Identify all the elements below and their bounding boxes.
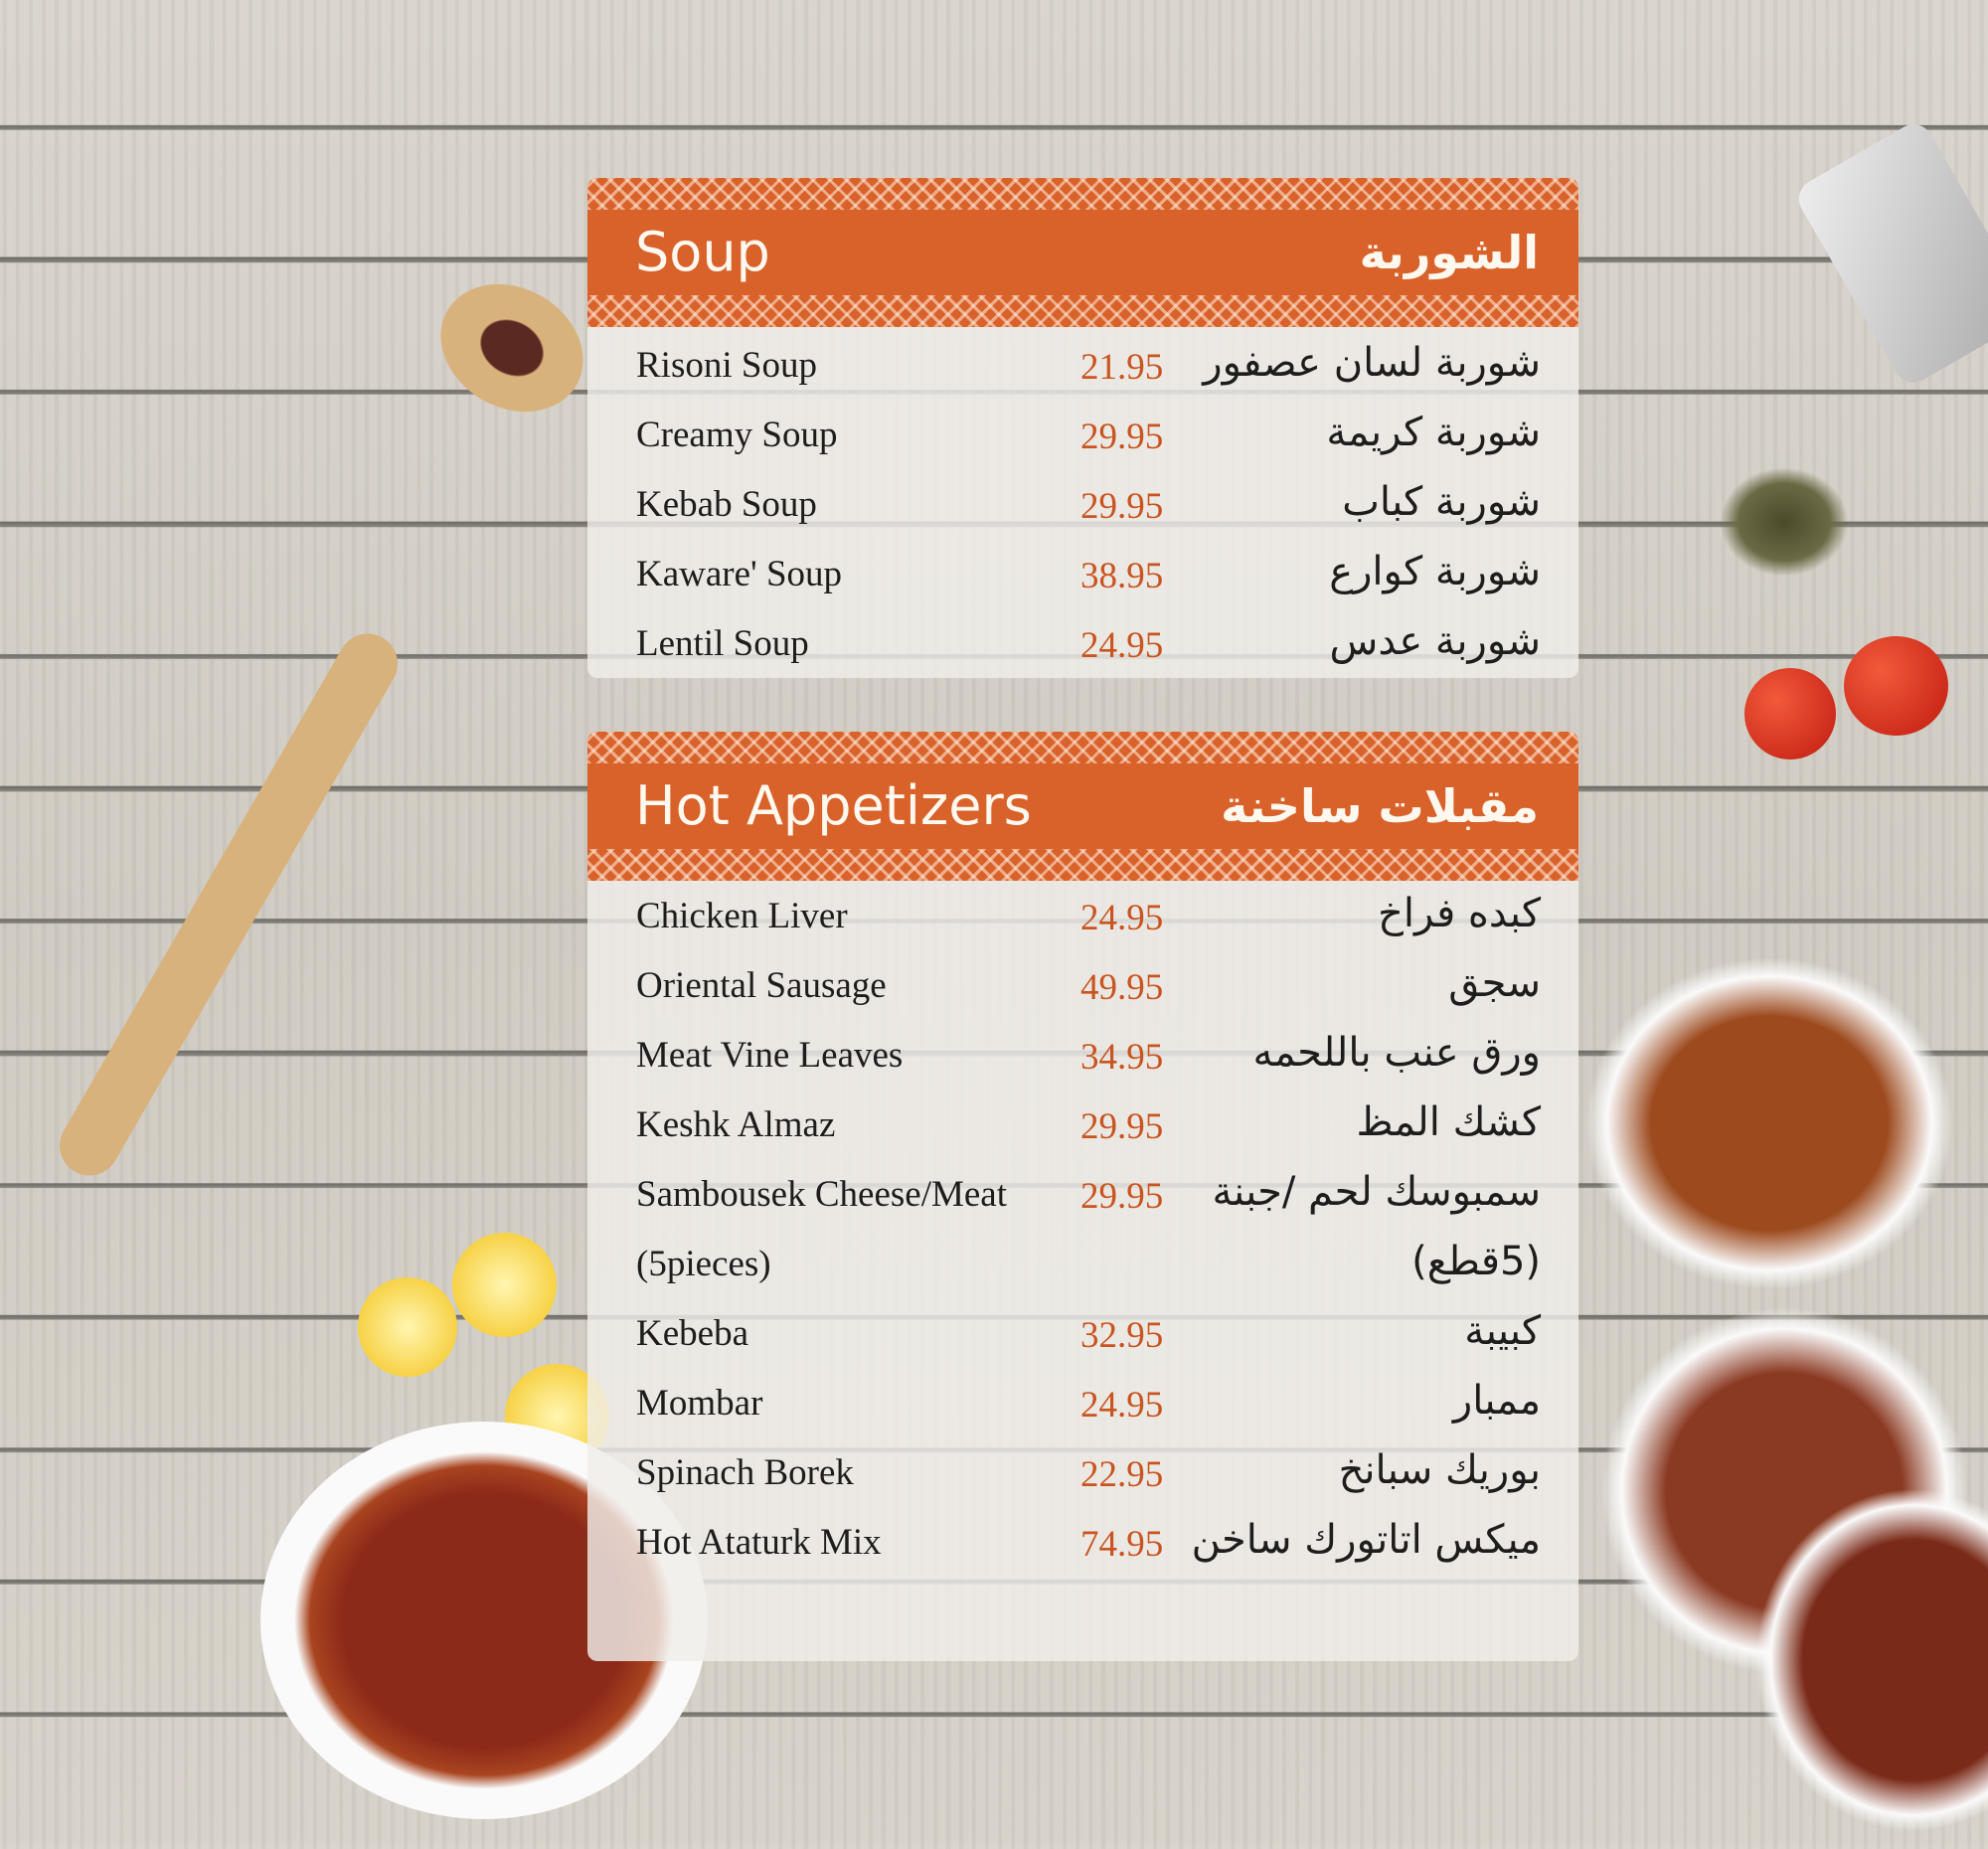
- item-price: 34.95: [1080, 1037, 1164, 1078]
- item-name-en: Chicken Liver: [636, 896, 848, 936]
- item-price: 29.95: [1080, 417, 1164, 457]
- item-name-ar: كبيبة: [1464, 1308, 1541, 1354]
- menu-item-row: Lentil Soup 24.95 شوربة عدس: [587, 610, 1578, 678]
- item-name-ar: شوربة عدس: [1329, 618, 1541, 664]
- item-name-ar: ممبار: [1452, 1378, 1541, 1424]
- menu-item-row: Oriental Sausage 49.95 سجق: [587, 952, 1578, 1022]
- menu-item-row: Kaware' Soup 38.95 شوربة كوارع: [587, 541, 1578, 610]
- lemon-image: [452, 1233, 557, 1337]
- section-title-en: Hot Appetizers: [635, 774, 1032, 837]
- menu-item-row: (5pieces) (5قطع): [587, 1231, 1578, 1300]
- item-price: 24.95: [1080, 625, 1164, 666]
- menu-item-row: Keshk Almaz 29.95 كشك المظ: [587, 1092, 1578, 1161]
- menu-item-row: Kebab Soup 29.95 شوربة كباب: [587, 471, 1578, 541]
- item-name-ar: شوربة لسان عصفور: [1203, 340, 1541, 386]
- soup-header: Soup الشوربة: [587, 178, 1578, 327]
- item-name-ar: شوربة كريمة: [1326, 410, 1541, 455]
- item-name-ar: ميكس اتاتورك ساخن: [1191, 1517, 1541, 1563]
- item-name-en: Hot Ataturk Mix: [636, 1522, 882, 1563]
- item-name-en: (5pieces): [636, 1244, 771, 1284]
- hot-appetizers-section: Hot Appetizers مقبلات ساخنة Chicken Live…: [587, 732, 1578, 1661]
- item-name-ar: كبده فراخ: [1378, 891, 1541, 936]
- item-name-en: Spinach Borek: [636, 1452, 854, 1493]
- item-price: 24.95: [1080, 1385, 1164, 1426]
- item-name-ar: كشك المظ: [1356, 1099, 1541, 1145]
- item-name-ar: ورق عنب باللحمه: [1252, 1030, 1541, 1076]
- tomato-image: [1744, 668, 1836, 759]
- item-name-en: Keshk Almaz: [636, 1104, 836, 1145]
- item-name-en: Creamy Soup: [636, 415, 838, 455]
- pattern-border: [587, 178, 1578, 210]
- tomato-image: [1844, 636, 1948, 736]
- hot-appetizers-header: Hot Appetizers مقبلات ساخنة: [587, 732, 1578, 881]
- section-title-ar: مقبلات ساخنة: [1221, 779, 1539, 833]
- menu-item-row: Kebeba 32.95 كبيبة: [587, 1300, 1578, 1370]
- soup-section: Soup الشوربة Risoni Soup 21.95 شوربة لسان …: [587, 178, 1578, 678]
- herbs-image: [1720, 467, 1849, 577]
- item-name-en: Sambousek Cheese/Meat: [636, 1174, 1007, 1215]
- menu-item-row: Chicken Liver 24.95 كبده فراخ: [587, 883, 1578, 952]
- item-price: 29.95: [1080, 1176, 1164, 1217]
- item-price: 24.95: [1080, 898, 1164, 938]
- item-name-en: Lentil Soup: [636, 623, 809, 664]
- pattern-border: [587, 849, 1578, 881]
- item-name-ar: (5قطع): [1411, 1239, 1541, 1284]
- item-price: 22.95: [1080, 1454, 1164, 1495]
- menu-item-row: Risoni Soup 21.95 شوربة لسان عصفور: [587, 332, 1578, 402]
- item-name-en: Kebeba: [636, 1313, 748, 1354]
- item-name-en: Kaware' Soup: [636, 554, 843, 594]
- section-title-en: Soup: [635, 221, 770, 283]
- menu-item-row: Spinach Borek 22.95 بوريك سبانخ: [587, 1439, 1578, 1509]
- menu-item-row: Hot Ataturk Mix 74.95 ميكس اتاتورك ساخن: [587, 1509, 1578, 1579]
- item-name-en: Meat Vine Leaves: [636, 1035, 904, 1076]
- salt-shaker-image: [1791, 116, 1988, 391]
- item-price: 32.95: [1080, 1315, 1164, 1356]
- item-price: 74.95: [1080, 1524, 1164, 1565]
- lemon-image: [358, 1277, 457, 1377]
- item-name-ar: شوربة كباب: [1342, 479, 1541, 525]
- item-price: 49.95: [1080, 967, 1164, 1008]
- menu-item-row: Mombar 24.95 ممبار: [587, 1370, 1578, 1439]
- item-name-ar: سجق: [1448, 960, 1541, 1006]
- item-price: 38.95: [1080, 556, 1164, 596]
- item-name-en: Kebab Soup: [636, 484, 817, 525]
- item-name-en: Oriental Sausage: [636, 965, 887, 1006]
- section-title-ar: الشوربة: [1359, 226, 1539, 279]
- menu-item-row: Sambousek Cheese/Meat 29.95 سمبوسك لحم /جب…: [587, 1161, 1578, 1231]
- menu-item-row: Meat Vine Leaves 34.95 ورق عنب باللحمه: [587, 1022, 1578, 1092]
- wooden-spoon-image: [49, 622, 409, 1187]
- item-price: 21.95: [1080, 347, 1164, 388]
- pattern-border: [587, 295, 1578, 327]
- item-name-en: Mombar: [636, 1383, 763, 1424]
- wooden-scoop-image: [417, 258, 606, 437]
- item-price: 29.95: [1080, 1106, 1164, 1147]
- item-name-ar: بوريك سبانخ: [1338, 1447, 1541, 1493]
- item-price: 29.95: [1080, 486, 1164, 527]
- item-name-ar: شوربة كوارع: [1329, 549, 1541, 594]
- menu-item-row: Creamy Soup 29.95 شوربة كريمة: [587, 402, 1578, 471]
- pattern-border: [587, 732, 1578, 763]
- item-name-ar: سمبوسك لحم /جبنة: [1212, 1169, 1541, 1215]
- kibbeh-dish-image: [1561, 934, 1978, 1312]
- item-name-en: Risoni Soup: [636, 345, 817, 386]
